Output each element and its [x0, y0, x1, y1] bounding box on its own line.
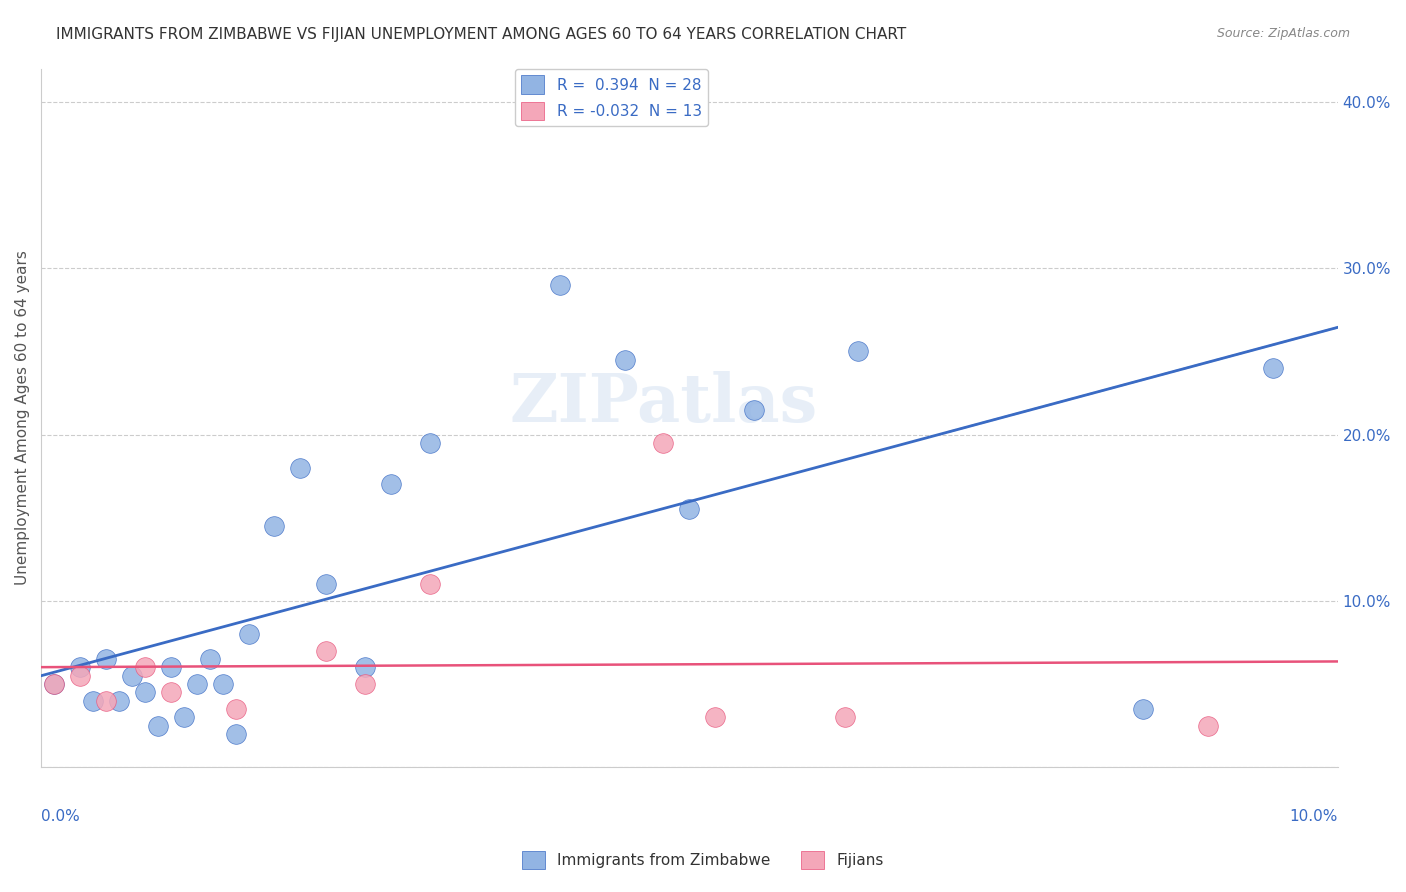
Point: [1197, 719, 1219, 733]
Point: [354, 677, 377, 691]
Point: [290, 460, 312, 475]
Point: [315, 644, 337, 658]
Point: [548, 277, 571, 292]
Point: [134, 660, 156, 674]
Point: [652, 435, 675, 450]
Point: [159, 685, 181, 699]
Point: [94, 694, 117, 708]
Text: ZIPatlas: ZIPatlas: [509, 371, 817, 436]
Point: [263, 519, 285, 533]
Point: [225, 702, 247, 716]
Point: [146, 719, 169, 733]
Point: [121, 669, 143, 683]
Point: [198, 652, 221, 666]
Legend: R =  0.394  N = 28, R = -0.032  N = 13: R = 0.394 N = 28, R = -0.032 N = 13: [516, 70, 707, 127]
Point: [419, 577, 441, 591]
Point: [69, 660, 91, 674]
Point: [419, 435, 441, 450]
Y-axis label: Unemployment Among Ages 60 to 64 years: Unemployment Among Ages 60 to 64 years: [15, 251, 30, 585]
Point: [846, 344, 869, 359]
Point: [108, 694, 131, 708]
Legend: Immigrants from Zimbabwe, Fijians: Immigrants from Zimbabwe, Fijians: [516, 845, 890, 875]
Point: [42, 677, 65, 691]
Point: [225, 727, 247, 741]
Point: [1132, 702, 1154, 716]
Point: [42, 677, 65, 691]
Point: [380, 477, 402, 491]
Point: [69, 669, 91, 683]
Point: [1261, 361, 1284, 376]
Point: [238, 627, 260, 641]
Point: [94, 652, 117, 666]
Text: IMMIGRANTS FROM ZIMBABWE VS FIJIAN UNEMPLOYMENT AMONG AGES 60 TO 64 YEARS CORREL: IMMIGRANTS FROM ZIMBABWE VS FIJIAN UNEMP…: [56, 27, 907, 42]
Point: [834, 710, 856, 724]
Text: 10.0%: 10.0%: [1289, 809, 1337, 824]
Point: [211, 677, 233, 691]
Point: [82, 694, 104, 708]
Point: [315, 577, 337, 591]
Point: [159, 660, 181, 674]
Point: [742, 402, 765, 417]
Text: 0.0%: 0.0%: [41, 809, 80, 824]
Point: [613, 352, 636, 367]
Point: [704, 710, 727, 724]
Point: [354, 660, 377, 674]
Point: [134, 685, 156, 699]
Point: [173, 710, 195, 724]
Text: Source: ZipAtlas.com: Source: ZipAtlas.com: [1216, 27, 1350, 40]
Point: [186, 677, 208, 691]
Point: [678, 502, 700, 516]
